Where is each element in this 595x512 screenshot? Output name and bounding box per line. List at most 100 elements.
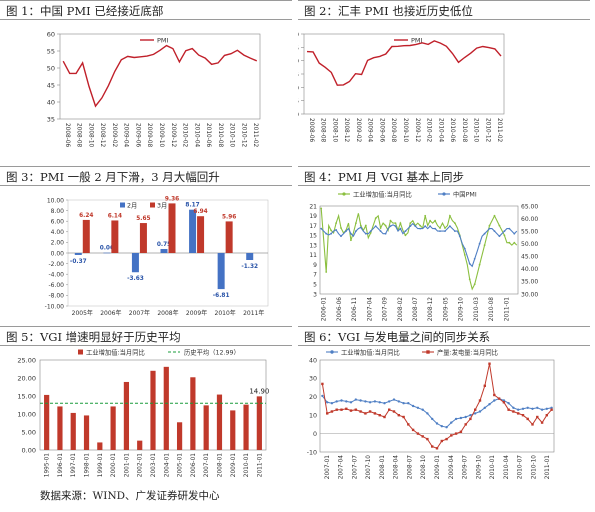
x-tick-label: 2008-04 — [394, 455, 400, 480]
point-pmi — [414, 225, 417, 227]
point-power — [450, 434, 453, 437]
y-tick-label: 40 — [309, 357, 317, 364]
y-tick-label-right: 55.00 — [521, 228, 538, 235]
point-vgi — [397, 400, 400, 403]
point-pmi — [409, 225, 412, 227]
x-tick-label: 2009-06 — [134, 123, 140, 148]
point-vgi — [384, 224, 387, 227]
point-vgi — [409, 222, 412, 224]
point-power — [502, 401, 506, 404]
point-vgi — [392, 398, 396, 401]
x-tick-label: 1999-01 — [98, 453, 104, 478]
y-tick-label: 50 — [298, 57, 299, 65]
legend-swatch — [120, 202, 125, 208]
point-vgi — [445, 426, 448, 429]
chart-4: 3 5 7 9 11 13 15 17 19 21 30.00 35.00 40.00 45.00 50.0… — [309, 189, 538, 322]
legend-label: PMI — [411, 37, 423, 45]
point-vgi — [378, 401, 381, 404]
point-power — [550, 408, 553, 411]
point-pmi — [355, 230, 357, 232]
plot-area — [319, 205, 519, 295]
x-tick-label: 2008-01 — [217, 453, 223, 478]
data-label: 0.06 — [100, 246, 114, 252]
point-vgi — [389, 219, 392, 222]
y-tick-label: 35 — [298, 97, 299, 105]
point-power — [483, 384, 486, 387]
point-power — [340, 408, 343, 411]
legend-marker — [426, 350, 430, 354]
x-tick-label: 2010-01 — [490, 455, 496, 480]
x-tick-label: 2010-02 — [182, 123, 188, 148]
point-power — [531, 423, 534, 426]
y-tick-label-right: 35.00 — [521, 279, 538, 286]
x-tick-label: 2009-02 — [111, 123, 117, 148]
legend-marker — [442, 192, 446, 196]
panel-chart-6: 图 6：VGI 与发电量之间的同步关系 -10 0 10 20 30 40 2007-01 2… — [298, 326, 590, 484]
y-tick-label-right: 40.00 — [521, 266, 538, 273]
point-pmi — [384, 232, 387, 235]
point-vgi — [330, 229, 332, 232]
bar-vgi — [44, 394, 50, 450]
legend-marker — [330, 350, 334, 354]
x-tick-label: 2009-04 — [449, 455, 455, 480]
point-pmi — [468, 262, 471, 265]
point-power — [493, 393, 496, 397]
point-vgi — [325, 271, 328, 273]
point-pmi — [473, 257, 476, 260]
point-power — [359, 410, 362, 413]
legend-label: 中国PMI — [453, 189, 477, 198]
y-tick-label: 45 — [298, 71, 299, 79]
y-tick-label-left: 11 — [309, 252, 317, 259]
y-tick-label: 35 — [47, 116, 55, 124]
point-power — [421, 435, 424, 438]
point-vgi — [483, 406, 486, 409]
y-tick-label-left: 7 — [313, 272, 317, 279]
point-pmi — [458, 235, 461, 238]
point-pmi — [359, 226, 362, 229]
data-label: -6.81 — [213, 293, 230, 299]
legend-label: 工业增加值:当月同比 — [353, 189, 412, 198]
point-vgi — [439, 227, 441, 229]
point-vgi — [320, 207, 323, 210]
point-vgi — [454, 417, 458, 421]
point-pmi — [424, 225, 427, 227]
x-tick-label: 1997-01 — [71, 453, 77, 478]
point-power — [488, 362, 491, 365]
point-vgi — [407, 402, 410, 405]
bar-vgi — [256, 396, 262, 450]
data-label: -3.63 — [127, 276, 144, 282]
data-label: 6.24 — [79, 213, 93, 219]
y-tick-label-right: 45.00 — [521, 254, 538, 261]
point-power — [345, 407, 348, 410]
point-power — [407, 423, 410, 426]
point-pmi — [429, 225, 431, 227]
y-tick-label: -6.00 — [48, 282, 64, 289]
x-tick-label: 2009-08 — [390, 118, 396, 143]
point-vgi — [340, 399, 343, 402]
point-power — [512, 410, 515, 413]
bar-mar — [197, 216, 205, 253]
y-tick-label: -10 — [307, 449, 317, 456]
x-tick-label: 2006-06 — [337, 297, 343, 322]
point-pmi — [434, 227, 436, 230]
point-vgi — [350, 239, 352, 242]
point-vgi — [335, 222, 337, 224]
data-label: -0.37 — [70, 259, 87, 265]
bar-feb — [103, 252, 111, 254]
point-power — [354, 408, 357, 411]
x-tick-label: 2008-10 — [421, 455, 427, 480]
x-tick-label: 2008-02 — [398, 297, 404, 322]
plot-area — [319, 359, 555, 453]
x-tick-label: 2011年 — [243, 309, 264, 317]
bar-feb — [74, 253, 82, 255]
y-tick-label-right: 60.00 — [521, 216, 538, 223]
legend-marker — [342, 192, 346, 196]
point-vgi — [383, 402, 386, 405]
point-vgi — [468, 278, 471, 281]
x-tick-label: 2000-01 — [111, 453, 117, 478]
y-tick-label: 0.00 — [22, 447, 36, 455]
point-vgi — [440, 425, 443, 428]
point-power — [388, 408, 391, 411]
y-tick-label: -2.00 — [48, 261, 64, 268]
x-tick-label: 2008-12 — [99, 123, 105, 148]
